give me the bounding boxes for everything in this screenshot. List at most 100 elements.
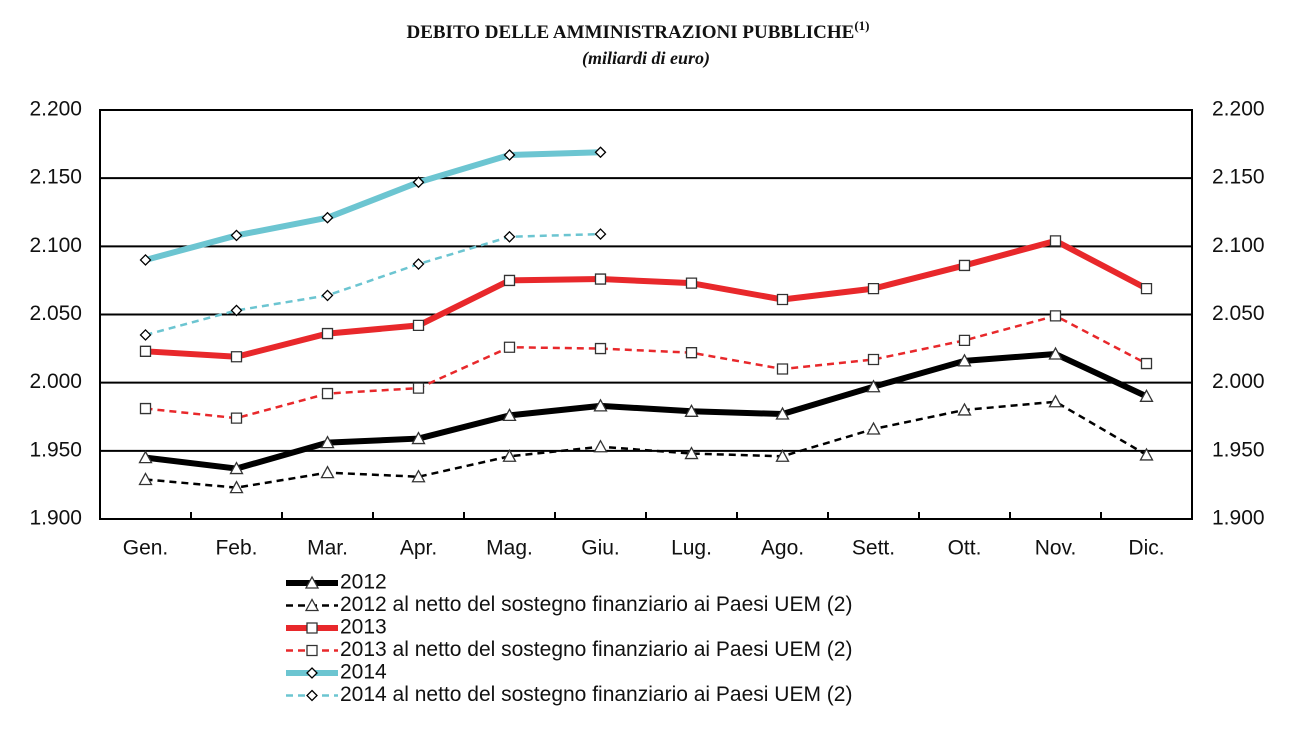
data-point: [594, 273, 607, 285]
data-point: [684, 446, 699, 460]
series-line: [145, 232, 601, 337]
data-point: [503, 274, 516, 287]
data-point: [139, 329, 152, 341]
x-tick-label: Apr.: [400, 537, 437, 560]
data-point: [685, 277, 698, 289]
y-tick-label: 1.900: [29, 507, 82, 530]
data-point: [776, 363, 789, 375]
data-point: [593, 398, 608, 412]
data-point: [594, 228, 607, 240]
data-point: [867, 282, 880, 295]
data-point: [321, 211, 334, 224]
data-point: [412, 382, 425, 394]
title-text: DEBITO DELLE AMMINISTRAZIONI PUBBLICHE: [406, 22, 854, 43]
series-line: [145, 314, 1148, 420]
data-point: [775, 448, 790, 462]
data-point: [866, 421, 881, 435]
x-tick-label: Feb.: [215, 537, 257, 560]
data-point: [957, 353, 972, 367]
legend-label: 2013: [340, 616, 387, 639]
legend-marker: [304, 598, 320, 612]
data-point: [1139, 447, 1154, 461]
y-tick-label: 1.950: [29, 438, 82, 461]
series-line: [145, 400, 1148, 489]
data-point: [503, 230, 516, 243]
data-point: [958, 259, 971, 272]
data-point: [1049, 235, 1062, 247]
legend-label: 2014: [340, 661, 387, 684]
legend-marker: [304, 575, 320, 589]
series-line: [145, 351, 1148, 472]
legend-label: 2012 al netto del sostegno finanziario a…: [340, 593, 852, 616]
y-tick-label: 2.100: [29, 234, 82, 257]
x-tick-label: Dic.: [1128, 537, 1164, 560]
data-point: [230, 229, 243, 242]
data-point: [320, 465, 335, 479]
data-point: [138, 450, 153, 464]
y2-tick-label: 2.000: [1212, 370, 1265, 393]
data-point: [139, 345, 152, 357]
data-point: [230, 412, 243, 424]
data-point: [321, 327, 334, 340]
series-line: [144, 149, 601, 263]
legend-marker: [306, 667, 318, 679]
y2-tick-label: 1.950: [1212, 438, 1265, 461]
data-point: [503, 341, 516, 353]
y2-tick-label: 1.900: [1212, 507, 1265, 530]
x-tick-label: Gen.: [123, 537, 169, 560]
data-point: [412, 258, 425, 270]
data-point: [1048, 394, 1063, 408]
legend-marker: [306, 689, 318, 702]
data-point: [139, 402, 152, 415]
data-point: [1139, 388, 1154, 402]
data-point: [866, 379, 881, 393]
legend-marker: [306, 622, 318, 634]
data-point: [229, 461, 244, 475]
chart-title: DEBITO DELLE AMMINISTRAZIONI PUBBLICHE(1…: [406, 18, 869, 43]
data-point: [1140, 357, 1153, 370]
data-point: [412, 176, 425, 189]
data-point: [503, 149, 516, 161]
data-point: [230, 304, 243, 317]
y2-tick-label: 2.100: [1212, 234, 1265, 257]
x-tick-label: Ago.: [761, 537, 804, 560]
legend-label: 2013 al netto del sostegno finanziario a…: [340, 638, 852, 661]
data-point: [229, 480, 244, 494]
data-point: [502, 448, 517, 462]
y-tick-label: 2.000: [29, 370, 82, 393]
data-point: [776, 293, 789, 306]
chart-subtitle: (miliardi di euro): [582, 48, 710, 69]
y2-tick-label: 2.050: [1212, 302, 1265, 325]
data-point: [230, 351, 243, 363]
data-point: [867, 353, 880, 366]
legend-label: 2014 al netto del sostegno finanziario a…: [340, 683, 852, 706]
x-tick-label: Mar.: [307, 537, 348, 560]
data-point: [594, 342, 607, 355]
data-point: [685, 347, 698, 359]
series-line: [145, 237, 1148, 360]
data-point: [321, 387, 334, 400]
title-note: (1): [854, 18, 869, 33]
data-point: [411, 469, 426, 483]
x-tick-label: Ott.: [948, 537, 982, 560]
data-point: [1048, 346, 1063, 360]
y2-tick-label: 2.200: [1212, 98, 1265, 121]
y-tick-label: 2.150: [29, 166, 82, 189]
data-point: [957, 402, 972, 416]
data-point: [411, 431, 426, 445]
x-tick-label: Nov.: [1035, 537, 1077, 560]
data-point: [594, 146, 607, 159]
legend-label: 2012: [340, 571, 387, 594]
data-point: [321, 289, 334, 302]
x-tick-label: Lug.: [671, 537, 712, 560]
y2-tick-label: 2.150: [1212, 166, 1265, 189]
data-point: [502, 408, 517, 422]
data-point: [684, 403, 699, 417]
y-tick-label: 2.200: [29, 98, 82, 121]
x-tick-label: Giu.: [581, 537, 620, 560]
data-point: [593, 439, 608, 453]
data-point: [775, 406, 790, 420]
data-point: [1049, 310, 1062, 322]
data-point: [138, 472, 153, 486]
